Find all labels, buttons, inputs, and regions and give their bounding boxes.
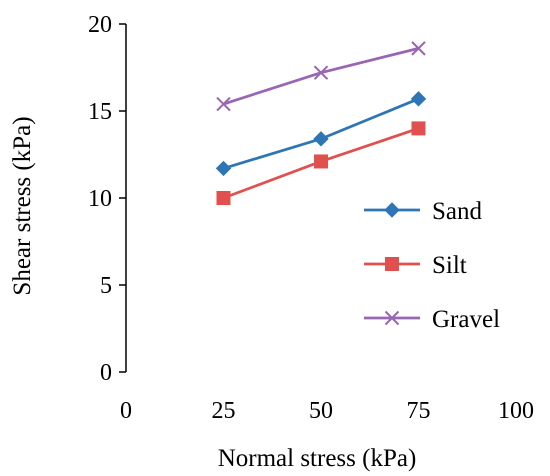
legend-item-gravel: Gravel	[364, 306, 500, 333]
series-gravel	[216, 41, 426, 112]
legend-marker-sand	[384, 202, 400, 218]
data-point-sand	[410, 91, 427, 107]
series-sand	[215, 91, 427, 177]
data-point-sand	[313, 131, 329, 147]
x-tick-label: 25	[212, 398, 236, 424]
legend-item-sand: Sand	[364, 198, 483, 225]
x-tick-label: 75	[407, 398, 431, 424]
x-axis-title: Normal stress (kPa)	[218, 445, 417, 472]
y-tick-label: 10	[88, 186, 112, 212]
data-point-gravel	[411, 41, 426, 56]
y-axis-title: Shear stress (kPa)	[9, 116, 36, 295]
series-silt	[216, 121, 426, 205]
series-line-gravel	[223, 47, 419, 106]
y-tick-label: 5	[100, 273, 112, 299]
data-point-silt	[411, 121, 426, 136]
data-point-silt	[314, 154, 328, 169]
data-point-gravel	[216, 96, 231, 112]
data-point-gravel	[313, 65, 329, 80]
legend-marker-gravel	[384, 310, 400, 326]
legend-label-silt: Silt	[432, 252, 467, 279]
series-layer	[215, 41, 427, 205]
x-tick-label: 100	[498, 398, 534, 424]
legend-label-sand: Sand	[432, 198, 483, 225]
y-tick-label: 0	[100, 360, 112, 386]
data-point-silt	[216, 191, 231, 205]
legend-marker-silt	[385, 257, 399, 271]
x-tick-label: 0	[120, 398, 132, 424]
x-tick-label: 50	[309, 398, 333, 424]
legend-item-silt: Silt	[364, 252, 467, 279]
y-ticks: 0 5 10 15 20	[88, 12, 126, 386]
legend: Sand Silt Gravel	[364, 198, 500, 333]
axes: 0 5 10 15 20 0 25 50 75 100	[88, 12, 534, 424]
x-ticks: 0 25 50 75 100	[120, 398, 534, 424]
legend-label-gravel: Gravel	[432, 306, 500, 333]
y-tick-label: 20	[88, 12, 112, 38]
y-tick-label: 15	[88, 99, 112, 125]
data-point-sand	[215, 160, 232, 177]
